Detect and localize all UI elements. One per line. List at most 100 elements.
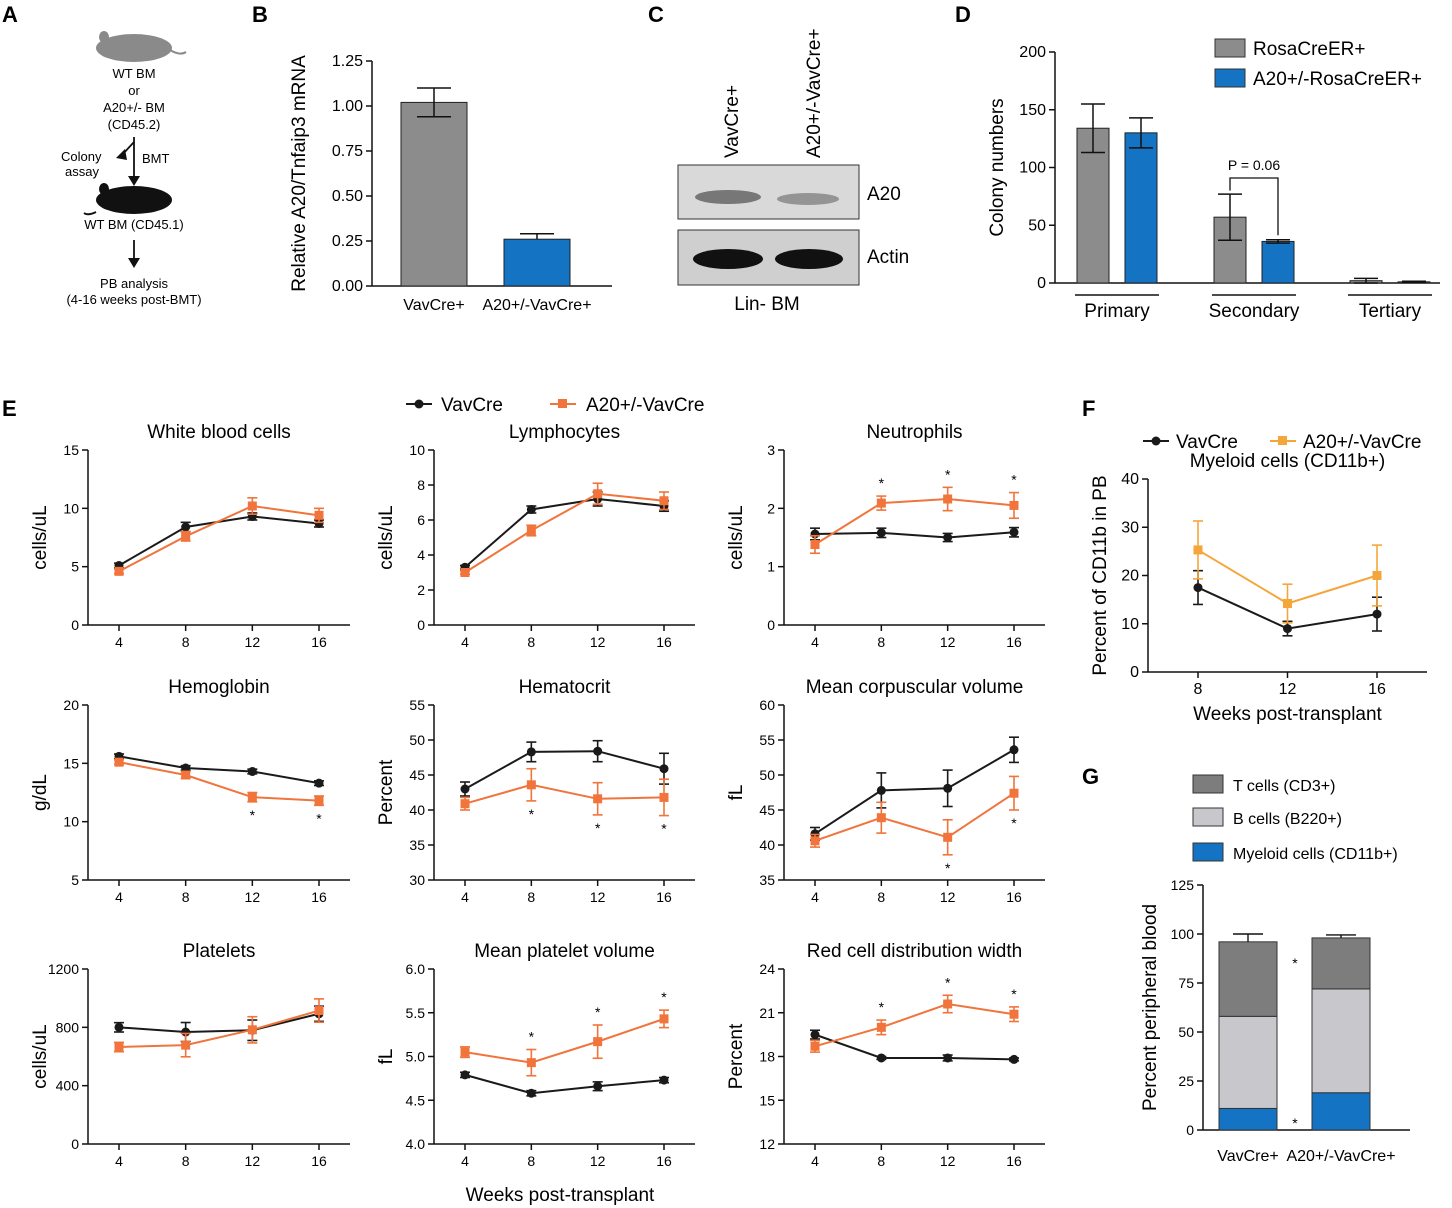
data-point-a20 — [247, 792, 257, 802]
colony-assay-line-2: assay — [65, 164, 99, 179]
series-line-vavcre — [814, 531, 1015, 539]
data-point-vavcre — [1283, 624, 1292, 634]
legend-d-label-1: RosaCreER+ — [1253, 39, 1365, 60]
legend-g-label-t: T cells (CD3+) — [1233, 778, 1335, 795]
data-point-vavcre — [314, 519, 324, 528]
bmt-label: BMT — [142, 151, 170, 166]
significance-star: * — [1292, 1115, 1298, 1131]
donor-line-3: A20+/- BM — [103, 100, 165, 115]
legend-d: RosaCreER+ A20+/-RosaCreER+ — [1214, 38, 1422, 90]
x-tick-label: 4 — [461, 889, 469, 905]
legend-f-a20-marker — [1278, 436, 1287, 445]
y-tick-label: 800 — [56, 1019, 80, 1035]
legend-f-vav-label: VavCre — [1176, 432, 1238, 453]
y-tick-label: 0.75 — [332, 143, 363, 160]
x-tick-label: 8 — [527, 1153, 535, 1169]
legend-e-vav-label: VavCre — [441, 395, 503, 416]
data-point-a20 — [314, 796, 324, 806]
x-tick-label: 8 — [877, 889, 885, 905]
significance-star: * — [529, 1029, 535, 1045]
chart-title: Mean platelet volume — [474, 941, 655, 962]
data-point-vavcre — [1193, 583, 1203, 593]
data-point-vavcre — [526, 747, 536, 757]
data-point-vavcre — [526, 1088, 536, 1098]
legend-e-vav-marker — [414, 399, 424, 409]
data-point-vavcre — [460, 784, 470, 794]
significance-star: * — [879, 475, 885, 491]
significance-star: * — [529, 806, 535, 822]
y-axis-label: cells/uL — [30, 1024, 51, 1088]
legend-g-swatch-m — [1192, 842, 1224, 862]
y-tick-label: 1 — [767, 559, 775, 575]
bar-vavcre — [400, 101, 468, 287]
lane-label-a20-vavcre: A20+/-VavCre+ — [804, 28, 825, 158]
panel-label-f: F — [1082, 396, 1095, 421]
legend-d-swatch-2 — [1214, 68, 1246, 88]
y-tick-label: 4.0 — [406, 1136, 426, 1152]
band-label-a20: A20 — [867, 184, 901, 205]
significance-star: * — [250, 807, 256, 823]
data-point-vavcre — [1372, 609, 1382, 619]
y-axis-label: Percent of CD11b in PB — [1090, 475, 1111, 675]
chart-e7: 0 400 800 1200 4 8 12 16 Platelets cells/uL — [30, 941, 350, 1169]
bar-a20-vavcre — [503, 238, 571, 287]
y-axis-label: cells/uL — [376, 505, 397, 569]
chart-title: Hematocrit — [519, 677, 612, 698]
a20-band-lane1 — [695, 190, 761, 204]
y-tick-label: 24 — [759, 961, 775, 977]
data-point-a20 — [659, 1014, 669, 1024]
legend-d-swatch-1 — [1214, 38, 1246, 58]
segment-b-cells — [1311, 988, 1371, 1094]
y-tick-label: 10 — [1121, 616, 1139, 633]
y-tick-label: 55 — [409, 697, 425, 713]
chart-title: Neutrophils — [866, 422, 962, 443]
significance-star: * — [1011, 815, 1017, 831]
legend-e-a20-marker — [558, 399, 567, 408]
data-point-a20 — [460, 1047, 470, 1057]
y-tick-label: 60 — [759, 697, 775, 713]
y-tick-label: 0 — [71, 617, 79, 633]
y-axis-label: cells/uL — [30, 505, 51, 569]
significance-star: * — [595, 820, 601, 836]
series-line-vavcre — [814, 748, 1015, 835]
data-point-a20 — [181, 770, 191, 780]
y-tick-label: 0 — [1037, 275, 1046, 292]
chart-e5: 30 35 40 45 50 55 4 8 12 16 Hematocrit Percent * * * — [376, 677, 695, 905]
chart-f: 0 10 20 30 40 8 12 16 Myeloid cells (CD11b+) Perc… — [1090, 451, 1427, 725]
data-point-vavcre — [460, 1070, 470, 1080]
y-tick-label: 400 — [56, 1078, 80, 1094]
x-tick-label: 16 — [311, 889, 327, 905]
y-axis-label: Percent — [376, 759, 397, 825]
data-point-a20 — [526, 1058, 536, 1068]
x-tick-label: 8 — [527, 889, 535, 905]
data-point-vavcre — [943, 783, 953, 793]
y-tick-label: 20 — [1121, 568, 1139, 585]
series-line-a20 — [464, 1017, 665, 1064]
y-tick-label: 6 — [417, 512, 425, 528]
data-point-a20 — [659, 496, 669, 506]
series-line-a20 — [464, 492, 665, 574]
y-tick-label: 0 — [767, 617, 775, 633]
series-line-vavcre — [118, 515, 320, 567]
y-tick-label: 5.0 — [406, 1049, 426, 1065]
data-point-a20 — [810, 1041, 820, 1051]
data-point-vavcre — [1009, 1054, 1019, 1064]
p-value-bracket — [1229, 177, 1279, 236]
data-point-a20 — [593, 489, 603, 499]
data-point-a20 — [593, 1037, 603, 1047]
y-tick-label: 21 — [759, 1005, 775, 1021]
y-tick-label: 4 — [417, 547, 425, 563]
x-tick-label: 12 — [1279, 681, 1297, 698]
x-tick-label: 8 — [182, 634, 190, 650]
data-point-a20 — [943, 494, 953, 504]
x-tick-label: VavCre+ — [403, 297, 465, 314]
y-tick-label: 2 — [767, 500, 775, 516]
significance-star: * — [1011, 986, 1017, 1002]
a20-band-lane2 — [777, 193, 839, 205]
segment-t-cells — [1218, 941, 1278, 1017]
data-point-vavcre — [593, 746, 603, 756]
y-tick-label: 40 — [759, 837, 775, 853]
segment-b-cells — [1218, 1015, 1278, 1109]
data-point-vavcre — [876, 528, 886, 538]
